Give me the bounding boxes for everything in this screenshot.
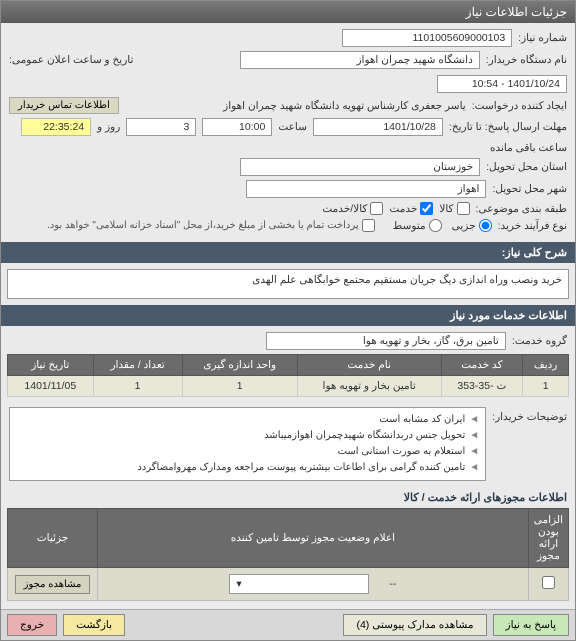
arrow-icon: ◄ — [469, 414, 479, 425]
services-table: ردیفکد خدمتنام خدمتواحد اندازه گیریتعداد… — [7, 354, 569, 397]
creator-label: ایجاد کننده درخواست: — [472, 100, 567, 112]
city-label: شهر محل تحویل: — [492, 183, 567, 195]
services-col: واحد اندازه گیری — [182, 355, 297, 376]
chevron-down-icon: ▾ — [236, 578, 241, 590]
auth-mandatory-checkbox[interactable] — [542, 576, 555, 589]
deadline-date-field: 1401/10/28 — [313, 118, 443, 136]
payment-note: پرداخت تمام یا بخشی از مبلغ خرید،از محل … — [47, 220, 359, 231]
table-cell: 1 — [93, 376, 182, 397]
city-field: اهواز — [246, 180, 486, 198]
exit-button[interactable]: خروج — [7, 614, 57, 636]
goods-check[interactable]: کالا — [439, 202, 469, 215]
auth-header: اطلاعات مجوزهای ارائه خدمت / کالا — [1, 487, 575, 504]
main-window: جزئیات اطلاعات نیاز شماره نیاز: 11010056… — [0, 0, 576, 641]
note-text: ایران کد مشابه است — [379, 414, 465, 425]
days-field: 3 — [126, 118, 196, 136]
medium-label: متوسط — [393, 220, 426, 232]
purchase-type-group: جزیی متوسط — [393, 219, 492, 232]
services-header-row: ردیفکد خدمتنام خدمتواحد اندازه گیریتعداد… — [8, 355, 569, 376]
province-label: استان محل تحویل: — [486, 161, 567, 173]
services-body: 1ت -35-353تامین بخار و تهویه هوا111401/1… — [8, 376, 569, 397]
note-line: ◄ ایران کد مشابه است — [16, 412, 479, 428]
purchase-type-label: نوع فرآیند خرید: — [498, 220, 567, 232]
buyer-field: دانشگاه شهید چمران اهواز — [240, 51, 480, 69]
goods-checkbox[interactable] — [457, 202, 470, 215]
arrow-icon: ◄ — [469, 430, 479, 441]
deadline-time-field: 10:00 — [202, 118, 272, 136]
payment-check[interactable]: پرداخت تمام یا بخشی از مبلغ خرید،از محل … — [47, 219, 375, 232]
auth-col-status: اعلام وضعیت مجوز توسط تامین کننده — [98, 509, 529, 568]
goods-label: کالا — [439, 203, 453, 215]
notes-box: ◄ ایران کد مشابه است ◄ تحویل جنس درب​دانشگا… — [9, 407, 486, 481]
service-label: خدمت — [389, 203, 417, 215]
table-cell: تامین بخار و تهویه هوا — [297, 376, 441, 397]
services-col: تاریخ نیاز — [8, 355, 94, 376]
table-cell: 1 — [523, 376, 569, 397]
service-check[interactable]: خدمت — [389, 202, 433, 215]
table-cell: 1 — [182, 376, 297, 397]
goods-service-label: کالا/خدمت — [322, 203, 367, 215]
auth-row: -- ▾ مشاهده مجوز — [8, 568, 569, 601]
contact-button[interactable]: اطلاعات تماس خریدار — [9, 97, 119, 114]
pub-datetime-label: تاریخ و ساعت اعلان عمومی: — [9, 54, 133, 66]
auth-col-details: جزئیات — [8, 509, 98, 568]
services-col: ردیف — [523, 355, 569, 376]
auth-table: الزامی بودن ارائه مجوز اعلام وضعیت مجوز … — [7, 508, 569, 601]
view-license-button[interactable]: مشاهده مجوز — [15, 575, 91, 594]
pub-datetime-field: 1401/10/24 - 10:54 — [437, 75, 567, 93]
note-line: ◄استعلام به صورت استانی است — [16, 444, 479, 460]
footer: پاسخ به نیاز مشاهده مدارک پیوستی (4) باز… — [1, 609, 575, 640]
small-radio[interactable] — [479, 219, 492, 232]
back-button[interactable]: بازگشت — [63, 614, 125, 636]
auth-status-select[interactable]: ▾ — [229, 574, 369, 594]
note-text: استعلام به صورت استانی است — [338, 446, 466, 457]
deadline-time-label: ساعت — [278, 121, 307, 133]
note-text: تحویل جنس درب​دانشگاه شهیدچمران اهوازمیب… — [264, 430, 465, 441]
req-no-label: شماره نیاز: — [518, 32, 567, 44]
service-checkbox[interactable] — [420, 202, 433, 215]
goods-service-check[interactable]: کالا/خدمت — [322, 202, 383, 215]
reply-button[interactable]: پاسخ به نیاز — [493, 614, 569, 636]
service-group-field: تامین برق، گاز، بخار و تهویه هوا — [266, 332, 506, 350]
small-label: جزیی — [452, 220, 476, 232]
services-col: نام خدمت — [297, 355, 441, 376]
arrow-icon: ◄ — [469, 462, 479, 473]
creator-value: یاسر جعفری کارشناس تهویه دانشگاه شهید چم… — [125, 100, 466, 112]
header-section: شماره نیاز: 1101005609000103 نام دستگاه … — [1, 23, 575, 242]
arrow-icon: ◄ — [469, 446, 479, 457]
medium-radio-item[interactable]: متوسط — [393, 219, 442, 232]
province-field: خوزستان — [240, 158, 480, 176]
titlebar: جزئیات اطلاعات نیاز — [1, 1, 575, 23]
countdown-field: 22:35:24 — [21, 118, 91, 136]
subject-cat-label: طبقه بندی موضوعی: — [476, 203, 567, 215]
small-radio-item[interactable]: جزیی — [452, 219, 492, 232]
note-text: تامین کننده گرامی برای اطاعات بیشتربه پی… — [137, 462, 465, 473]
summary-header: شرح کلی نیاز: — [1, 242, 575, 263]
buyer-label: نام دستگاه خریدار: — [486, 54, 567, 66]
medium-radio[interactable] — [429, 219, 442, 232]
days-label: روز و — [97, 121, 120, 133]
remaining-label: ساعت باقی مانده — [490, 142, 567, 154]
deadline-label: مهلت ارسال پاسخ: تا تاریخ: — [449, 121, 567, 133]
note-line: ◄ تامین کننده گرامی برای اطاعات بیشتربه پ… — [16, 460, 479, 476]
window-title: جزئیات اطلاعات نیاز — [466, 5, 567, 19]
goods-service-checkbox[interactable] — [370, 202, 383, 215]
services-col: تعداد / مقدار — [93, 355, 182, 376]
table-row: 1ت -35-353تامین بخار و تهویه هوا111401/1… — [8, 376, 569, 397]
summary-text: خرید ونصب وراه اندازی دیگ جریان مستقیم م… — [7, 269, 569, 299]
payment-checkbox[interactable] — [362, 219, 375, 232]
auth-col-mandatory: الزامی بودن ارائه مجوز — [528, 509, 568, 568]
table-cell: 1401/11/05 — [8, 376, 94, 397]
attachments-button[interactable]: مشاهده مدارک پیوستی (4) — [343, 614, 486, 636]
table-cell: ت -35-353 — [441, 376, 523, 397]
auth-status-text: -- — [389, 578, 396, 590]
req-no-field: 1101005609000103 — [342, 29, 512, 47]
services-col: کد خدمت — [441, 355, 523, 376]
services-header: اطلاعات خدمات مورد نیاز — [1, 305, 575, 326]
note-line: ◄ تحویل جنس درب​دانشگاه شهیدچمران اهوازمی… — [16, 428, 479, 444]
notes-label: توضیحات خریدار: — [492, 407, 567, 423]
service-group-label: گروه خدمت: — [512, 335, 567, 347]
